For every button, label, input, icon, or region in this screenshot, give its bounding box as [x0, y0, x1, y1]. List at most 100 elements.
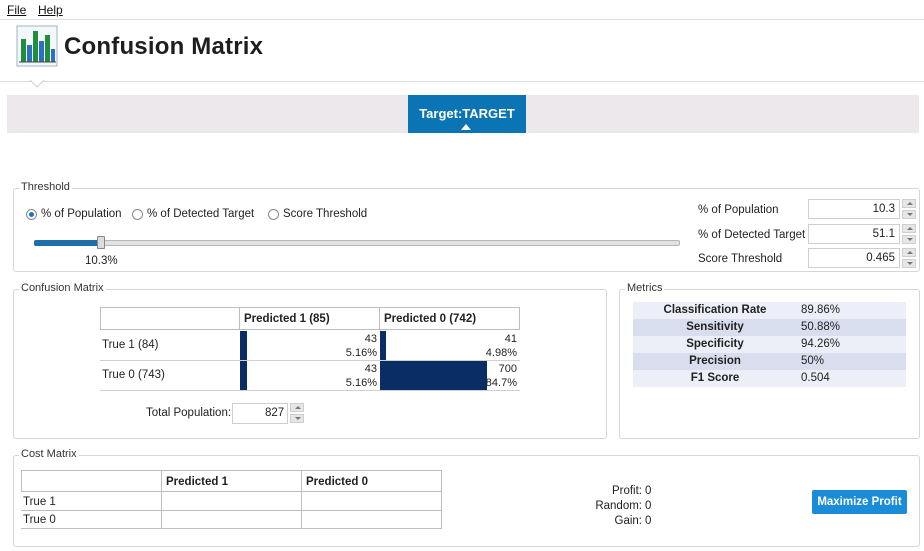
metric-name: Sensitivity — [686, 321, 744, 333]
metric-name: Classification Rate — [663, 304, 767, 316]
population-field-label: % of Population — [698, 204, 779, 216]
radio-unchecked-icon — [268, 208, 279, 220]
cm-bar — [380, 331, 386, 360]
random-value: 0 — [645, 500, 652, 512]
cm-cell-percent: 5.16% — [345, 347, 377, 359]
metric-row: Classification Rate 89.86% — [633, 302, 906, 319]
cm-col-header-predicted-1: Predicted 1 (85) — [239, 307, 380, 330]
cm-bar — [240, 331, 247, 360]
cm-cell-true1-pred0: 41 4.98% — [380, 331, 520, 360]
score-threshold-input[interactable]: 0.465 — [808, 248, 900, 268]
radio-label: % of Detected Target — [147, 208, 255, 220]
profit-label: Profit: — [611, 485, 642, 497]
row-divider — [21, 528, 442, 529]
cm-cell-count: 41 — [504, 333, 517, 345]
spin-up-icon[interactable] — [902, 248, 916, 257]
radio-score-threshold[interactable]: Score Threshold — [268, 208, 367, 220]
detected-target-field-label: % of Detected Target — [698, 229, 806, 241]
spin-down-icon[interactable] — [290, 414, 304, 423]
gain-value: 0 — [645, 515, 652, 527]
radio-percent-detected-target[interactable]: % of Detected Target — [132, 208, 254, 220]
col-divider — [161, 491, 162, 529]
cost-input-true1-pred1[interactable] — [162, 492, 301, 510]
spin-up-icon[interactable] — [290, 403, 304, 412]
metric-row: Precision 50% — [633, 353, 906, 370]
total-population-input[interactable]: 827 — [232, 403, 288, 424]
cm-cell-true0-pred1: 43 5.16% — [240, 361, 380, 390]
row-divider — [100, 390, 520, 391]
cost-row-header-true-1: True 1 — [23, 496, 56, 508]
spin-down-icon[interactable] — [902, 235, 916, 244]
metric-value: 50.88% — [801, 321, 841, 333]
page-title: Confusion Matrix — [64, 33, 264, 60]
target-tab-label: Target:TARGET — [419, 106, 515, 121]
threshold-slider-fill — [34, 240, 101, 246]
spin-up-icon[interactable] — [902, 224, 916, 233]
cost-col-header-predicted-0: Predicted 0 — [301, 470, 442, 492]
cm-bar — [380, 361, 487, 390]
random-label: Random: — [595, 500, 642, 512]
total-population-label: Total Population: — [146, 407, 232, 419]
cm-corner-cell — [100, 307, 240, 330]
cm-cell-true1-pred1: 43 5.16% — [240, 331, 380, 360]
population-stepper[interactable] — [902, 199, 916, 219]
metric-row: Specificity 94.26% — [633, 336, 906, 353]
cm-cell-percent: 5.16% — [345, 377, 377, 389]
cost-corner-cell — [21, 470, 162, 492]
cost-matrix-group: Cost Matrix — [13, 448, 920, 547]
score-threshold-field-label: Score Threshold — [698, 253, 783, 265]
score-threshold-stepper[interactable] — [902, 248, 916, 268]
spin-down-icon[interactable] — [902, 210, 916, 219]
menu-file[interactable]: File — [7, 3, 27, 17]
maximize-profit-button[interactable]: Maximize Profit — [812, 490, 907, 514]
cm-cell-true0-pred0: 700 84.7% — [380, 361, 520, 390]
radio-percent-population[interactable]: % of Population — [26, 208, 122, 220]
cm-bar — [240, 361, 247, 390]
radio-label: Score Threshold — [283, 208, 368, 220]
cost-col-header-predicted-1: Predicted 1 — [161, 470, 302, 492]
population-input[interactable]: 10.3 — [808, 199, 900, 219]
cost-matrix-group-title: Cost Matrix — [19, 448, 79, 460]
metrics-group-title: Metrics — [625, 282, 665, 294]
threshold-slider-track[interactable] — [34, 240, 680, 246]
metric-row: F1 Score 0.504 — [633, 370, 906, 387]
metric-name: F1 Score — [690, 372, 740, 384]
header-notch-icon — [30, 80, 44, 88]
gain-label: Gain: — [614, 515, 643, 527]
metric-value: 50% — [801, 355, 825, 367]
cm-cell-percent: 84.7% — [485, 377, 517, 389]
radio-unchecked-icon — [132, 208, 143, 220]
metric-name: Specificity — [686, 338, 744, 350]
menu-help[interactable]: Help — [38, 3, 63, 17]
threshold-group-title: Threshold — [19, 181, 72, 193]
cm-cell-count: 700 — [498, 363, 517, 375]
row-divider — [240, 360, 520, 361]
threshold-slider-thumb[interactable] — [97, 236, 105, 249]
metric-name: Precision — [689, 355, 741, 367]
cost-input-true0-pred1[interactable] — [162, 511, 301, 528]
cost-row-header-true-0: True 0 — [23, 514, 56, 526]
radio-checked-icon — [26, 208, 37, 220]
metric-value: 0.504 — [801, 372, 830, 384]
menu-bar: File Help — [0, 0, 924, 20]
cost-input-true0-pred0[interactable] — [302, 511, 441, 528]
cm-col-header-predicted-0: Predicted 0 (742) — [379, 307, 520, 330]
cm-row-header-true-1: True 1 (84) — [102, 339, 159, 351]
cm-cell-count: 43 — [364, 363, 377, 375]
cm-cell-percent: 4.98% — [485, 347, 517, 359]
row-divider — [100, 360, 240, 361]
cost-input-true1-pred0[interactable] — [302, 492, 441, 510]
detected-target-stepper[interactable] — [902, 224, 916, 244]
spin-down-icon[interactable] — [902, 259, 916, 268]
caret-up-icon — [461, 124, 471, 130]
total-population-stepper[interactable] — [290, 403, 304, 423]
profit-value: 0 — [645, 485, 652, 497]
cm-row-header-true-0: True 0 (743) — [102, 369, 165, 381]
col-divider — [441, 491, 442, 529]
spin-up-icon[interactable] — [902, 199, 916, 208]
bar-chart-icon — [16, 25, 58, 67]
detected-target-input[interactable]: 51.1 — [808, 224, 900, 244]
page-header: Confusion Matrix — [0, 20, 924, 82]
threshold-group: Threshold — [13, 181, 920, 272]
radio-label: % of Population — [41, 208, 122, 220]
